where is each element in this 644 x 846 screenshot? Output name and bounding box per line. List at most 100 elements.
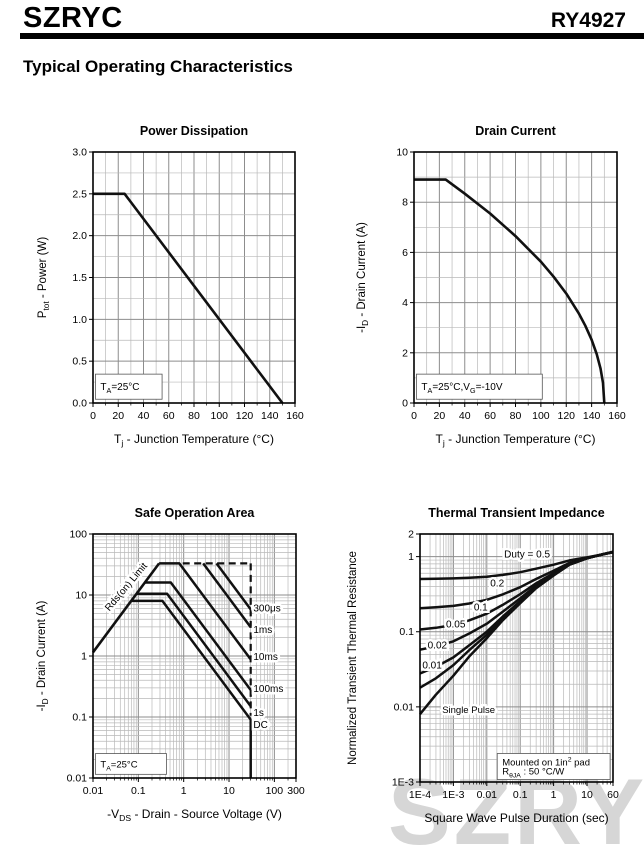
y-tick-label: 0.5 <box>72 356 87 368</box>
x-tick-label: 100 <box>266 785 284 797</box>
x-tick-label: 60 <box>163 410 175 422</box>
x-tick-label: 1 <box>551 789 557 801</box>
curve-label: 100ms <box>253 684 283 695</box>
y-tick-label: 0.01 <box>67 773 88 785</box>
x-tick-label: 40 <box>459 410 471 422</box>
y-tick-label: 2.0 <box>72 230 87 242</box>
y-tick-label: 0.0 <box>72 398 87 410</box>
y-axis-label: -ID - Drain Current (A) <box>36 600 50 711</box>
x-tick-label: 120 <box>557 410 575 422</box>
safe-operation-area-series <box>91 562 252 778</box>
y-tick-label: 0.1 <box>399 626 414 638</box>
power-dissipation-series <box>93 192 284 404</box>
y-tick-label: 2 <box>408 529 414 541</box>
curve-label: Duty = 0.5 <box>504 550 550 561</box>
x-tick-label: 0 <box>90 410 96 422</box>
x-tick-label: 0 <box>411 410 417 422</box>
x-tick-label: 140 <box>261 410 279 422</box>
chart-title: Drain Current <box>475 124 556 138</box>
header-rule <box>20 33 644 39</box>
y-tick-label: 4 <box>402 297 408 309</box>
drain-current-chart: TA=25°C,VG=-10V 0 20 40 60 80 100 120 140 160 0 2 4 6… <box>356 124 626 448</box>
part-number: RY4927 <box>550 9 626 32</box>
annotation-text: TA=25°C <box>100 382 139 395</box>
x-tick-label: 0.1 <box>131 785 146 797</box>
thermal-transient-impedance-grid <box>420 534 613 782</box>
power-dissipation-labels: TA=25°C <box>95 373 163 400</box>
series-rdson-limit-line <box>91 562 161 654</box>
x-tick-label: 10 <box>581 789 593 801</box>
y-tick-label: 1.5 <box>72 272 87 284</box>
x-tick-label: 10 <box>223 785 235 797</box>
curve-label: DC <box>253 720 267 731</box>
curve-label: 10ms <box>253 652 277 663</box>
y-tick-label: 2.5 <box>72 188 87 200</box>
y-tick-label: 1.0 <box>72 314 87 326</box>
x-axis-label: Square Wave Pulse Duration (sec) <box>424 811 608 825</box>
y-axis-label: Normalized Transient Thermal Resistance <box>347 551 359 765</box>
safe-operation-area-chart: Rds(on) Limit 300μs1ms10ms100ms1sDCTA=25°… <box>36 506 305 823</box>
thermal-transient-impedance-labels: Duty = 0.5 0.2 0.1 0.05 0.02 0.01 Single Pulse… <box>420 547 611 780</box>
y-tick-label: 100 <box>69 529 87 541</box>
chart-title: Thermal Transient Impedance <box>428 506 604 520</box>
curve-label: 1ms <box>253 625 272 636</box>
y-tick-label: 2 <box>402 347 408 359</box>
curve-label: 0.01 <box>422 660 442 671</box>
y-tick-label: 8 <box>402 197 408 209</box>
series-single-pulse <box>419 550 614 715</box>
x-tick-label: 1 <box>181 785 187 797</box>
annotation-box <box>416 373 543 400</box>
curve-label: 1s <box>253 708 264 719</box>
x-tick-label: 160 <box>286 410 304 422</box>
thermal-transient-impedance-plot-border <box>419 533 614 783</box>
curve-label: 0.1 <box>474 602 488 613</box>
x-tick-label: 20 <box>112 410 124 422</box>
annotation-box <box>95 753 167 775</box>
power-dissipation-chart: TA=25°C 0 20 40 60 80 100 120 140 160 0.0 0.5 1.0 1.5… <box>37 124 304 448</box>
x-axis-label: Tj - Junction Temperature (°C) <box>436 432 596 448</box>
x-tick-label: 80 <box>188 410 200 422</box>
series-power-derating <box>93 192 284 404</box>
thermal-transient-impedance-series <box>419 550 614 715</box>
y-tick-label: 3.0 <box>72 147 87 159</box>
series-soa-dc <box>131 599 252 778</box>
curve-label: 0.02 <box>428 641 448 652</box>
y-axis-label: Ptot - Power (W) <box>37 237 51 319</box>
x-tick-label: 20 <box>434 410 446 422</box>
drain-current-series <box>414 178 606 404</box>
y-tick-label: 10 <box>75 590 87 602</box>
x-tick-label: 0.1 <box>513 789 528 801</box>
power-dissipation-axes: 0 20 40 60 80 100 120 140 160 0.0 0.5 1.0 1.5 2.0 2.5 3… <box>72 147 304 423</box>
drain-current-labels: TA=25°C,VG=-10V <box>416 373 543 400</box>
series-soa-1s <box>136 592 252 707</box>
x-tick-label: 300 <box>287 785 305 797</box>
series-drain-current-derating <box>414 178 606 404</box>
thermal-transient-impedance-chart: Duty = 0.5 0.2 0.1 0.05 0.02 0.01 Single Pulse… <box>347 506 619 825</box>
curve-label: Single Pulse <box>442 705 495 716</box>
curve-label: 300μs <box>253 604 280 615</box>
brand-logo: SZRYC <box>23 2 123 34</box>
chart-title: Safe Operation Area <box>135 506 256 520</box>
x-tick-label: 0.01 <box>477 789 498 801</box>
y-tick-label: 10 <box>396 147 408 159</box>
x-tick-label: 60 <box>607 789 619 801</box>
x-axis-label: Tj - Junction Temperature (°C) <box>114 432 274 448</box>
safe-operation-area-labels: Rds(on) Limit 300μs1ms10ms100ms1sDCTA=25°… <box>95 558 286 775</box>
x-axis-label: -VDS - Drain - Source Voltage (V) <box>107 807 282 823</box>
x-tick-label: 160 <box>608 410 626 422</box>
y-tick-label: 6 <box>402 247 408 259</box>
annotation-text: Mounted on 1in2 pad <box>502 757 590 769</box>
y-tick-label: 1 <box>408 551 414 563</box>
series-soa-10ms <box>159 562 252 661</box>
curve-label: 0.2 <box>490 579 504 590</box>
x-tick-label: 100 <box>210 410 228 422</box>
y-tick-label: 0.1 <box>72 712 87 724</box>
y-axis-label: -ID - Drain Current (A) <box>356 222 370 333</box>
x-tick-label: 1E-4 <box>409 789 431 801</box>
y-tick-label: 0 <box>402 398 408 410</box>
x-tick-label: 120 <box>236 410 254 422</box>
x-tick-label: 60 <box>484 410 496 422</box>
